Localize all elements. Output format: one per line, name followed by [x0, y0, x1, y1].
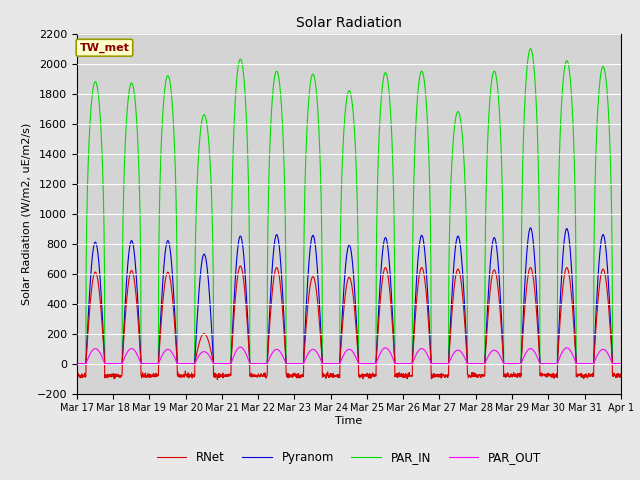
- Pyranom: [507, 361, 515, 367]
- RNet: [617, 371, 625, 377]
- PAR_OUT: [73, 361, 81, 367]
- Pyranom: [617, 361, 625, 367]
- PAR_IN: [73, 361, 81, 367]
- RNet: [214, 377, 221, 383]
- Pyranom: [364, 361, 372, 367]
- RNet: [225, 373, 232, 379]
- PAR_OUT: [617, 361, 625, 367]
- PAR_IN: [507, 361, 515, 367]
- Line: Pyranom: Pyranom: [77, 228, 621, 364]
- PAR_IN: [569, 114, 577, 120]
- PAR_OUT: [569, 352, 577, 358]
- Pyranom: [527, 225, 534, 231]
- PAR_IN: [584, 361, 591, 367]
- X-axis label: Time: Time: [335, 416, 362, 426]
- Pyranom: [584, 361, 591, 367]
- PAR_OUT: [365, 361, 372, 367]
- PAR_IN: [527, 46, 534, 51]
- RNet: [73, 372, 81, 378]
- Title: Solar Radiation: Solar Radiation: [296, 16, 402, 30]
- PAR_IN: [364, 361, 372, 367]
- PAR_OUT: [584, 361, 591, 367]
- Line: PAR_IN: PAR_IN: [77, 48, 621, 364]
- Text: TW_met: TW_met: [79, 43, 129, 53]
- PAR_OUT: [225, 361, 232, 367]
- RNet: [377, 295, 385, 301]
- PAR_IN: [617, 361, 625, 367]
- RNet: [569, 311, 577, 317]
- PAR_OUT: [507, 361, 515, 367]
- RNet: [365, 374, 372, 380]
- RNet: [507, 371, 515, 377]
- PAR_OUT: [237, 344, 244, 350]
- Pyranom: [225, 361, 232, 367]
- RNet: [584, 374, 592, 380]
- Legend: RNet, Pyranom, PAR_IN, PAR_OUT: RNet, Pyranom, PAR_IN, PAR_OUT: [152, 446, 545, 469]
- Line: RNet: RNet: [77, 266, 621, 380]
- RNet: [237, 263, 244, 269]
- Pyranom: [376, 282, 384, 288]
- Pyranom: [569, 286, 577, 292]
- PAR_OUT: [376, 350, 384, 356]
- Line: PAR_OUT: PAR_OUT: [77, 347, 621, 364]
- Pyranom: [73, 361, 81, 367]
- PAR_IN: [225, 361, 232, 367]
- PAR_IN: [376, 114, 384, 120]
- Y-axis label: Solar Radiation (W/m2, uE/m2/s): Solar Radiation (W/m2, uE/m2/s): [21, 122, 31, 305]
